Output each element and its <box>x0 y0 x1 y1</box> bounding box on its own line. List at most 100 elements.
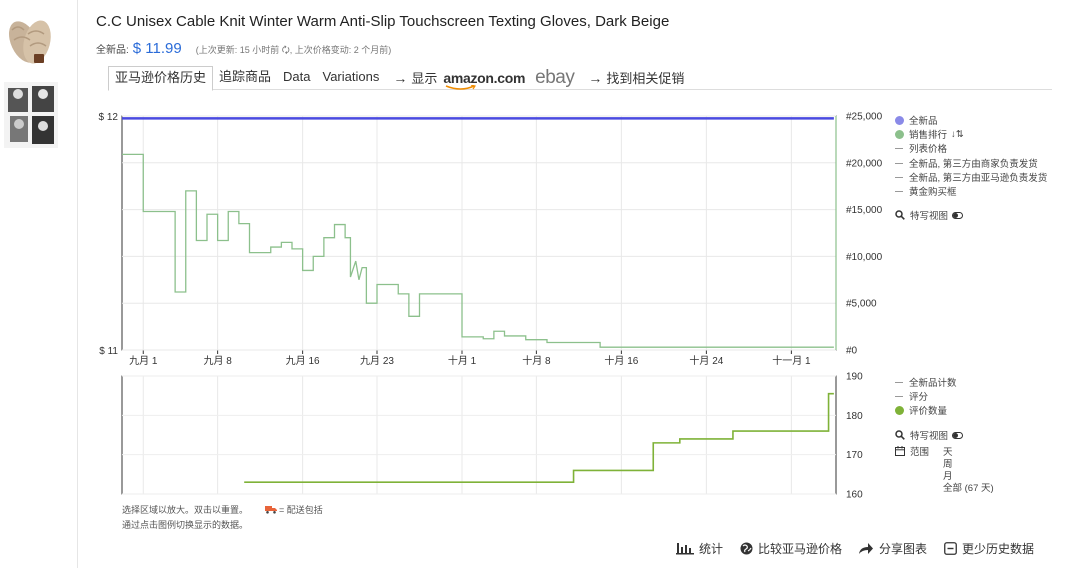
calendar-icon <box>895 446 905 456</box>
share-arrow-icon <box>859 543 873 554</box>
y-right-tick-label: #0 <box>846 346 858 357</box>
sub-y-tick-label: 180 <box>846 411 863 422</box>
legend-new-3p-fba-label: 全新品, 第三方由亚马逊负责发货 <box>909 173 1048 184</box>
product-image-gloves[interactable] <box>4 12 58 74</box>
range-label: 范围 <box>910 447 930 458</box>
share-label: 分享图表 <box>879 542 928 556</box>
tab-price-history[interactable]: 亚马逊价格历史 <box>108 65 214 91</box>
update-info: (上次更新: 15 小时前 🗘, 上次价格变动: 2 个月前) <box>195 45 392 55</box>
price-row: 全新品: $ 11.99 (上次更新: 15 小时前 🗘, 上次价格变动: 2 … <box>96 40 391 59</box>
arrow-icon: → <box>588 69 603 86</box>
range-all[interactable]: 全部 (67 天) <box>943 483 994 494</box>
amazon-link[interactable]: amazon.com <box>443 70 525 90</box>
legend-dot-review-count <box>895 405 904 415</box>
legend-rating[interactable]: 评分 <box>895 389 928 403</box>
legend-new[interactable]: 全新品 <box>895 113 938 127</box>
thumbnail-column <box>0 0 78 568</box>
legend-list-price[interactable]: 列表价格 <box>895 141 947 155</box>
y-left-tick-label: $ 12 <box>99 112 119 123</box>
price-history-chart[interactable]: 九月 1 九月 8 九月 16 九月 23 十月 1 十月 8 十月 16 十月 24 十一月 … <box>88 104 888 368</box>
legend-review-count-label: 评价数量 <box>909 406 948 417</box>
compare-button[interactable]: 比较亚马逊价格 <box>740 540 842 557</box>
ebay-link[interactable]: ebay <box>535 66 575 88</box>
magnifier-icon <box>895 430 905 440</box>
toggle-icon <box>952 431 964 439</box>
legend-dash <box>895 147 903 149</box>
y-right-tick-label: #15,000 <box>846 205 883 216</box>
x-tick-label: 十月 1 <box>448 354 477 367</box>
legend-buy-box[interactable]: 黄金购买框 <box>895 184 957 198</box>
legend-dot-sales-rank <box>895 129 904 139</box>
series-sales-rank-line <box>122 153 834 348</box>
toggle-hint: 通过点击图例切换显示的数据。 <box>122 520 249 530</box>
legend-sales-rank[interactable]: 销售排行 ↓⇅ <box>895 127 964 141</box>
legend-dash <box>895 395 903 397</box>
y-right-tick-label: #10,000 <box>846 252 883 263</box>
x-tick-label: 九月 23 <box>360 355 394 367</box>
stats-label: 统计 <box>699 542 724 556</box>
zoom-note: 选择区域以放大。双击以重置。 = 配送包括 <box>122 503 323 516</box>
legend-new-3p-fbm-label: 全新品, 第三方由商家负责发货 <box>909 159 1038 170</box>
legend-new-count-label: 全新品计数 <box>909 378 957 389</box>
tab-variations[interactable]: Variations <box>322 68 380 84</box>
y-right-tick-label: #5,000 <box>846 299 877 310</box>
globe-icon <box>740 542 753 555</box>
x-tick-label: 十月 16 <box>604 354 638 367</box>
sub-y-tick-label: 190 <box>846 372 863 383</box>
tab-bar: 亚马逊价格历史 追踪商品 Data Variations → 显示 amazon… <box>108 65 1052 91</box>
x-tick-label: 十月 24 <box>689 354 723 367</box>
x-tick-label: 十一月 1 <box>772 354 811 367</box>
toggle-icon <box>952 211 964 219</box>
legend-new-3p-fba[interactable]: 全新品, 第三方由亚马逊负责发货 <box>895 170 1047 184</box>
sub-y-tick-label: 170 <box>846 450 863 461</box>
stats-button[interactable]: 统计 <box>676 540 723 557</box>
promotions-link[interactable]: 找到相关促销 <box>606 71 685 86</box>
legend-new-label: 全新品 <box>909 116 938 127</box>
arrow-icon: → <box>393 69 408 86</box>
show-label: 显示 <box>411 71 438 86</box>
sort-icon[interactable]: ↓⇅ <box>951 128 964 140</box>
minus-square-icon <box>944 542 957 555</box>
x-tick-label: 九月 8 <box>203 355 232 367</box>
review-count-chart[interactable]: 190 180 170 160 <box>88 366 888 506</box>
sub-plot-frame <box>121 375 837 495</box>
x-tick-label: 十月 8 <box>522 354 551 367</box>
tab-data[interactable]: Data <box>283 68 311 84</box>
closeup-toggle-main[interactable]: 特写视图 <box>895 208 964 222</box>
legend-dash <box>895 162 903 164</box>
sub-y-tick-label: 160 <box>846 490 863 501</box>
x-tick-label: 九月 1 <box>129 355 158 367</box>
legend-dash <box>895 190 903 192</box>
x-tick-label: 九月 16 <box>286 355 320 367</box>
y-right-tick-label: #20,000 <box>846 158 883 169</box>
shipping-note-text: = 配送包括 <box>279 505 323 515</box>
legend-new-3p-fbm[interactable]: 全新品, 第三方由商家负责发货 <box>895 156 1038 170</box>
less-history-button[interactable]: 更少历史数据 <box>944 540 1034 557</box>
range-week[interactable]: 周 <box>943 459 953 470</box>
amazon-smile-icon <box>446 84 477 90</box>
less-history-label: 更少历史数据 <box>962 542 1035 556</box>
legend-sales-rank-label: 销售排行 <box>909 130 948 141</box>
bar-chart-icon <box>676 543 694 555</box>
product-image-models[interactable] <box>4 82 58 148</box>
closeup-toggle-sub[interactable]: 特写视图 <box>895 428 964 442</box>
legend-dash <box>895 176 903 178</box>
legend-list-price-label: 列表价格 <box>909 144 948 155</box>
y-right-tick-label: #25,000 <box>846 112 883 123</box>
tab-track[interactable]: 追踪商品 <box>219 68 272 84</box>
share-button[interactable]: 分享图表 <box>858 540 927 557</box>
legend-new-count[interactable]: 全新品计数 <box>895 375 957 389</box>
delivery-truck-icon <box>264 506 277 514</box>
range-label-row: 范围 <box>895 444 929 458</box>
price-value[interactable]: $ 11.99 <box>132 40 182 57</box>
range-month[interactable]: 月 <box>943 471 953 482</box>
legend-rating-label: 评分 <box>909 392 929 403</box>
range-day[interactable]: 天 <box>943 447 953 458</box>
closeup-label: 特写视图 <box>910 211 949 222</box>
price-label: 全新品: <box>96 45 129 56</box>
y-left-tick-label: $ 11 <box>99 346 118 357</box>
closeup-label: 特写视图 <box>910 431 949 442</box>
legend-review-count[interactable]: 评价数量 <box>895 403 947 417</box>
compare-label: 比较亚马逊价格 <box>758 542 843 556</box>
legend-dot-new <box>895 115 904 125</box>
